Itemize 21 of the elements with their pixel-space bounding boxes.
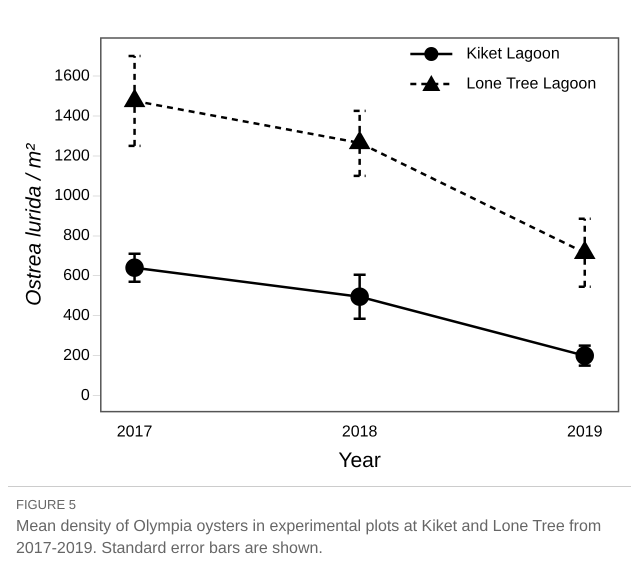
y-tick-label: 200 (63, 347, 90, 364)
legend-label: Kiket Lagoon (466, 45, 560, 62)
point (350, 132, 370, 150)
y-tick-label: 1000 (54, 187, 90, 204)
y-tick-label: 800 (63, 227, 90, 244)
y-tick-label: 0 (80, 387, 90, 404)
x-axis-title: Year (338, 449, 381, 472)
y-tick-label: 600 (63, 267, 90, 284)
point (124, 90, 144, 108)
x-tick-label: 2017 (116, 424, 152, 441)
legend-label: Lone Tree Lagoon (466, 75, 596, 92)
x-tick-label: 2019 (566, 424, 603, 441)
y-tick-label: 400 (63, 307, 90, 324)
y-tick-label: 1200 (54, 147, 90, 164)
y-axis-title: Ostrea lurida / m² (22, 142, 46, 306)
text: Mean density of Olympia oysters in experimental plots at Kiket and Lone Tree from 2017-2019. Standard error bars are shown. (16, 517, 602, 559)
x-tick-label: 2018 (342, 424, 378, 441)
caption: FIGURE 5 (16, 497, 77, 512)
point (574, 242, 595, 260)
y-tick-label: 1400 (54, 107, 90, 124)
y-tick-label: 1600 (54, 67, 90, 84)
